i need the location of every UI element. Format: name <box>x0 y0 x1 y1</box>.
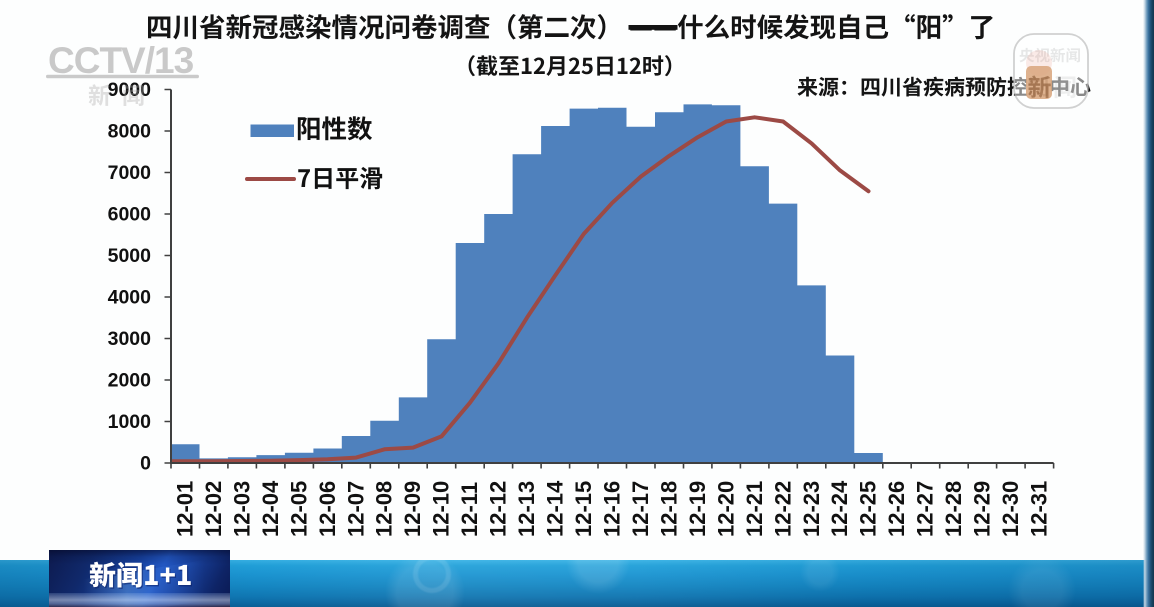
svg-text:12-03: 12-03 <box>229 481 254 537</box>
svg-text:12-12: 12-12 <box>486 481 511 537</box>
svg-text:4000: 4000 <box>108 287 152 309</box>
svg-text:12-18: 12-18 <box>656 481 681 537</box>
svg-text:12-09: 12-09 <box>400 481 425 537</box>
svg-text:12-11: 12-11 <box>457 482 482 537</box>
svg-text:12-19: 12-19 <box>685 481 710 537</box>
svg-text:9000: 9000 <box>108 79 152 101</box>
svg-text:12-16: 12-16 <box>600 481 625 537</box>
svg-text:12-30: 12-30 <box>998 481 1023 537</box>
svg-text:2000: 2000 <box>108 370 152 392</box>
svg-text:1000: 1000 <box>108 411 152 433</box>
svg-text:12-21: 12-21 <box>742 481 767 537</box>
svg-text:12-27: 12-27 <box>913 481 938 537</box>
svg-text:12-01: 12-01 <box>172 481 197 537</box>
svg-text:12-06: 12-06 <box>315 481 340 537</box>
svg-text:3000: 3000 <box>108 328 152 350</box>
svg-text:5000: 5000 <box>108 245 152 267</box>
svg-text:12-15: 12-15 <box>571 481 596 537</box>
svg-text:12-26: 12-26 <box>884 481 909 537</box>
svg-text:12-29: 12-29 <box>970 481 995 537</box>
svg-text:12-14: 12-14 <box>543 480 568 537</box>
svg-text:12-31: 12-31 <box>1027 481 1052 537</box>
svg-text:12-13: 12-13 <box>514 481 539 537</box>
svg-text:12-23: 12-23 <box>799 481 824 537</box>
svg-text:0: 0 <box>140 453 151 475</box>
svg-text:12-04: 12-04 <box>258 480 283 537</box>
svg-text:6000: 6000 <box>108 204 152 226</box>
svg-text:12-25: 12-25 <box>856 481 881 537</box>
svg-text:12-05: 12-05 <box>286 481 311 537</box>
svg-text:8000: 8000 <box>108 121 152 143</box>
svg-text:12-07: 12-07 <box>343 481 368 537</box>
svg-text:12-28: 12-28 <box>941 481 966 537</box>
svg-text:12-17: 12-17 <box>628 481 653 537</box>
svg-text:CCTV/13: CCTV/13 <box>48 40 194 81</box>
svg-text:12-02: 12-02 <box>201 481 226 537</box>
svg-text:12-10: 12-10 <box>429 481 454 537</box>
svg-text:7000: 7000 <box>108 162 152 184</box>
svg-text:12-22: 12-22 <box>770 481 795 537</box>
svg-text:12-08: 12-08 <box>372 481 397 537</box>
svg-text:12-20: 12-20 <box>713 481 738 537</box>
svg-text:12-24: 12-24 <box>827 480 852 537</box>
